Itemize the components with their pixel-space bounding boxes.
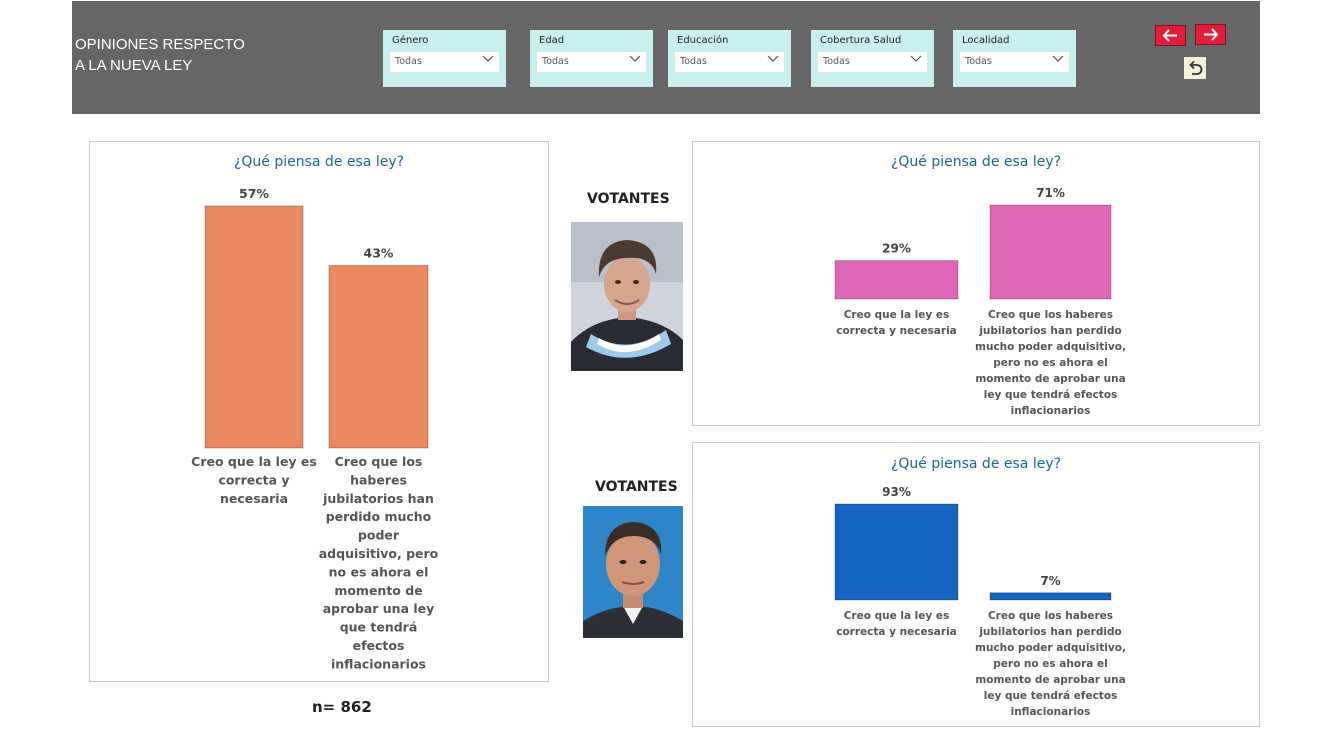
category-label: pero no es ahora el — [993, 357, 1107, 369]
filter-label: Edad — [539, 35, 565, 46]
category-label: no es ahora el — [329, 564, 429, 579]
category-label: correcta y — [218, 472, 289, 487]
filter-value: Todas — [542, 56, 569, 67]
candidate-photo-2 — [583, 506, 683, 638]
category-label: poder — [358, 528, 400, 543]
chevron-down-icon — [767, 55, 779, 62]
category-label: necesaria — [220, 491, 288, 506]
category-label: inflacionarios — [1011, 405, 1091, 417]
chart-title: ¿Qué piensa de esa ley? — [890, 154, 1062, 170]
filter-dropdown-edad[interactable]: Todas — [537, 52, 646, 72]
overall-opinion-panel: ¿Qué piensa de esa ley? 57% Creo que la l… — [89, 141, 549, 682]
category-label: Creo que los haberes — [988, 309, 1113, 321]
category-label: que tendrá — [340, 620, 418, 635]
category-label: perdido mucho — [326, 509, 432, 524]
candidate-photo-1 — [571, 222, 683, 371]
chevron-down-icon — [910, 55, 922, 62]
category-label: jubilatorios han — [322, 491, 434, 506]
chevron-down-icon — [482, 55, 494, 62]
filter-cobertura-salud: Cobertura Salud Todas — [811, 30, 934, 87]
category-label: Creo que la ley es — [844, 610, 950, 622]
filter-dropdown-cobertura-salud[interactable]: Todas — [818, 52, 927, 72]
arrow-right-icon — [1204, 28, 1219, 41]
category-label: correcta y necesaria — [836, 325, 957, 337]
category-label: Creo que los haberes — [988, 610, 1113, 622]
page-title: OPINIONES RESPECTO A LA NUEVA LEY — [75, 34, 275, 76]
chevron-down-icon — [1052, 55, 1064, 62]
votantes-2-opinion-chart: 93% Creo que la ley es correcta y necesari… — [834, 485, 1126, 718]
data-label: 43% — [364, 245, 394, 260]
filter-educacion: Educación Todas — [668, 30, 791, 87]
bar[interactable] — [328, 264, 429, 449]
votantes-1-opinion-panel: ¿Qué piensa de esa ley? 29% Creo que la l… — [692, 141, 1260, 426]
arrow-left-icon — [1162, 29, 1177, 42]
chart-title: ¿Qué piensa de esa ley? — [233, 154, 405, 170]
category-label: mucho poder adquisitivo, — [975, 642, 1126, 654]
category-label: pero no es ahora el — [993, 658, 1107, 670]
bar[interactable] — [834, 503, 959, 601]
category-label: mucho poder adquisitivo, — [975, 341, 1126, 353]
category-label: Creo que la ley es — [191, 454, 317, 469]
sample-size-label: n= 862 — [312, 698, 372, 716]
forward-button[interactable] — [1195, 24, 1226, 45]
reset-button[interactable] — [1184, 57, 1206, 79]
category-label: efectos — [353, 638, 405, 653]
bar[interactable] — [989, 592, 1112, 601]
category-label: jubilatorios han perdido — [978, 325, 1121, 337]
filter-label: Cobertura Salud — [820, 35, 902, 46]
filter-dropdown-educacion[interactable]: Todas — [675, 52, 784, 72]
filter-value: Todas — [680, 56, 707, 67]
filter-label: Género — [392, 35, 429, 46]
category-label: jubilatorios han perdido — [978, 626, 1121, 638]
data-label: 71% — [1036, 186, 1065, 200]
page-title-line1: OPINIONES RESPECTO — [75, 36, 245, 53]
category-label: momento de — [334, 583, 422, 598]
chart-title: ¿Qué piensa de esa ley? — [890, 456, 1062, 472]
bar[interactable] — [834, 260, 959, 300]
category-label: inflacionarios — [1011, 706, 1091, 718]
filter-edad: Edad Todas — [530, 30, 653, 87]
category-label: ley que tendrá efectos — [984, 389, 1118, 401]
bar[interactable] — [204, 205, 304, 449]
category-label: momento de aprobar una — [975, 373, 1125, 385]
filter-value: Todas — [823, 56, 850, 67]
filter-localidad: Localidad Todas — [953, 30, 1076, 87]
filter-value: Todas — [965, 56, 992, 67]
category-label: Creo que la ley es — [844, 309, 950, 321]
data-label: 93% — [882, 485, 911, 499]
data-label: 57% — [239, 186, 269, 201]
filter-value: Todas — [395, 56, 422, 67]
filter-dropdown-localidad[interactable]: Todas — [960, 52, 1069, 72]
category-label: Creo que los — [335, 454, 423, 469]
votantes-label-2: VOTANTES — [595, 479, 678, 495]
category-label: adquisitivo, pero — [319, 546, 439, 561]
data-label: 7% — [1040, 574, 1060, 588]
votantes-2-opinion-panel: ¿Qué piensa de esa ley? 93% Creo que la l… — [692, 442, 1260, 727]
filter-genero: Género Todas — [383, 30, 506, 87]
undo-icon — [1189, 60, 1203, 75]
page-title-line2: A LA NUEVA LEY — [75, 57, 193, 74]
header-bar: OPINIONES RESPECTO A LA NUEVA LEY Género… — [72, 1, 1260, 114]
back-button[interactable] — [1155, 25, 1186, 46]
filter-label: Educación — [677, 35, 729, 46]
category-label: ley que tendrá efectos — [984, 690, 1118, 702]
data-label: 29% — [882, 242, 911, 256]
category-label: haberes — [350, 472, 407, 487]
filter-label: Localidad — [962, 35, 1010, 46]
votantes-1-opinion-chart: 29% Creo que la ley es correcta y necesari… — [834, 186, 1126, 417]
filter-dropdown-genero[interactable]: Todas — [390, 52, 499, 72]
category-label: momento de aprobar una — [975, 674, 1125, 686]
bar[interactable] — [989, 204, 1112, 300]
votantes-label-1: VOTANTES — [587, 191, 670, 207]
category-label: inflacionarios — [331, 656, 426, 671]
chevron-down-icon — [629, 55, 641, 62]
overall-opinion-chart: 57% Creo que la ley es correcta y necesaria… — [191, 186, 439, 671]
category-label: correcta y necesaria — [836, 626, 957, 638]
category-label: aprobar una ley — [323, 601, 435, 616]
